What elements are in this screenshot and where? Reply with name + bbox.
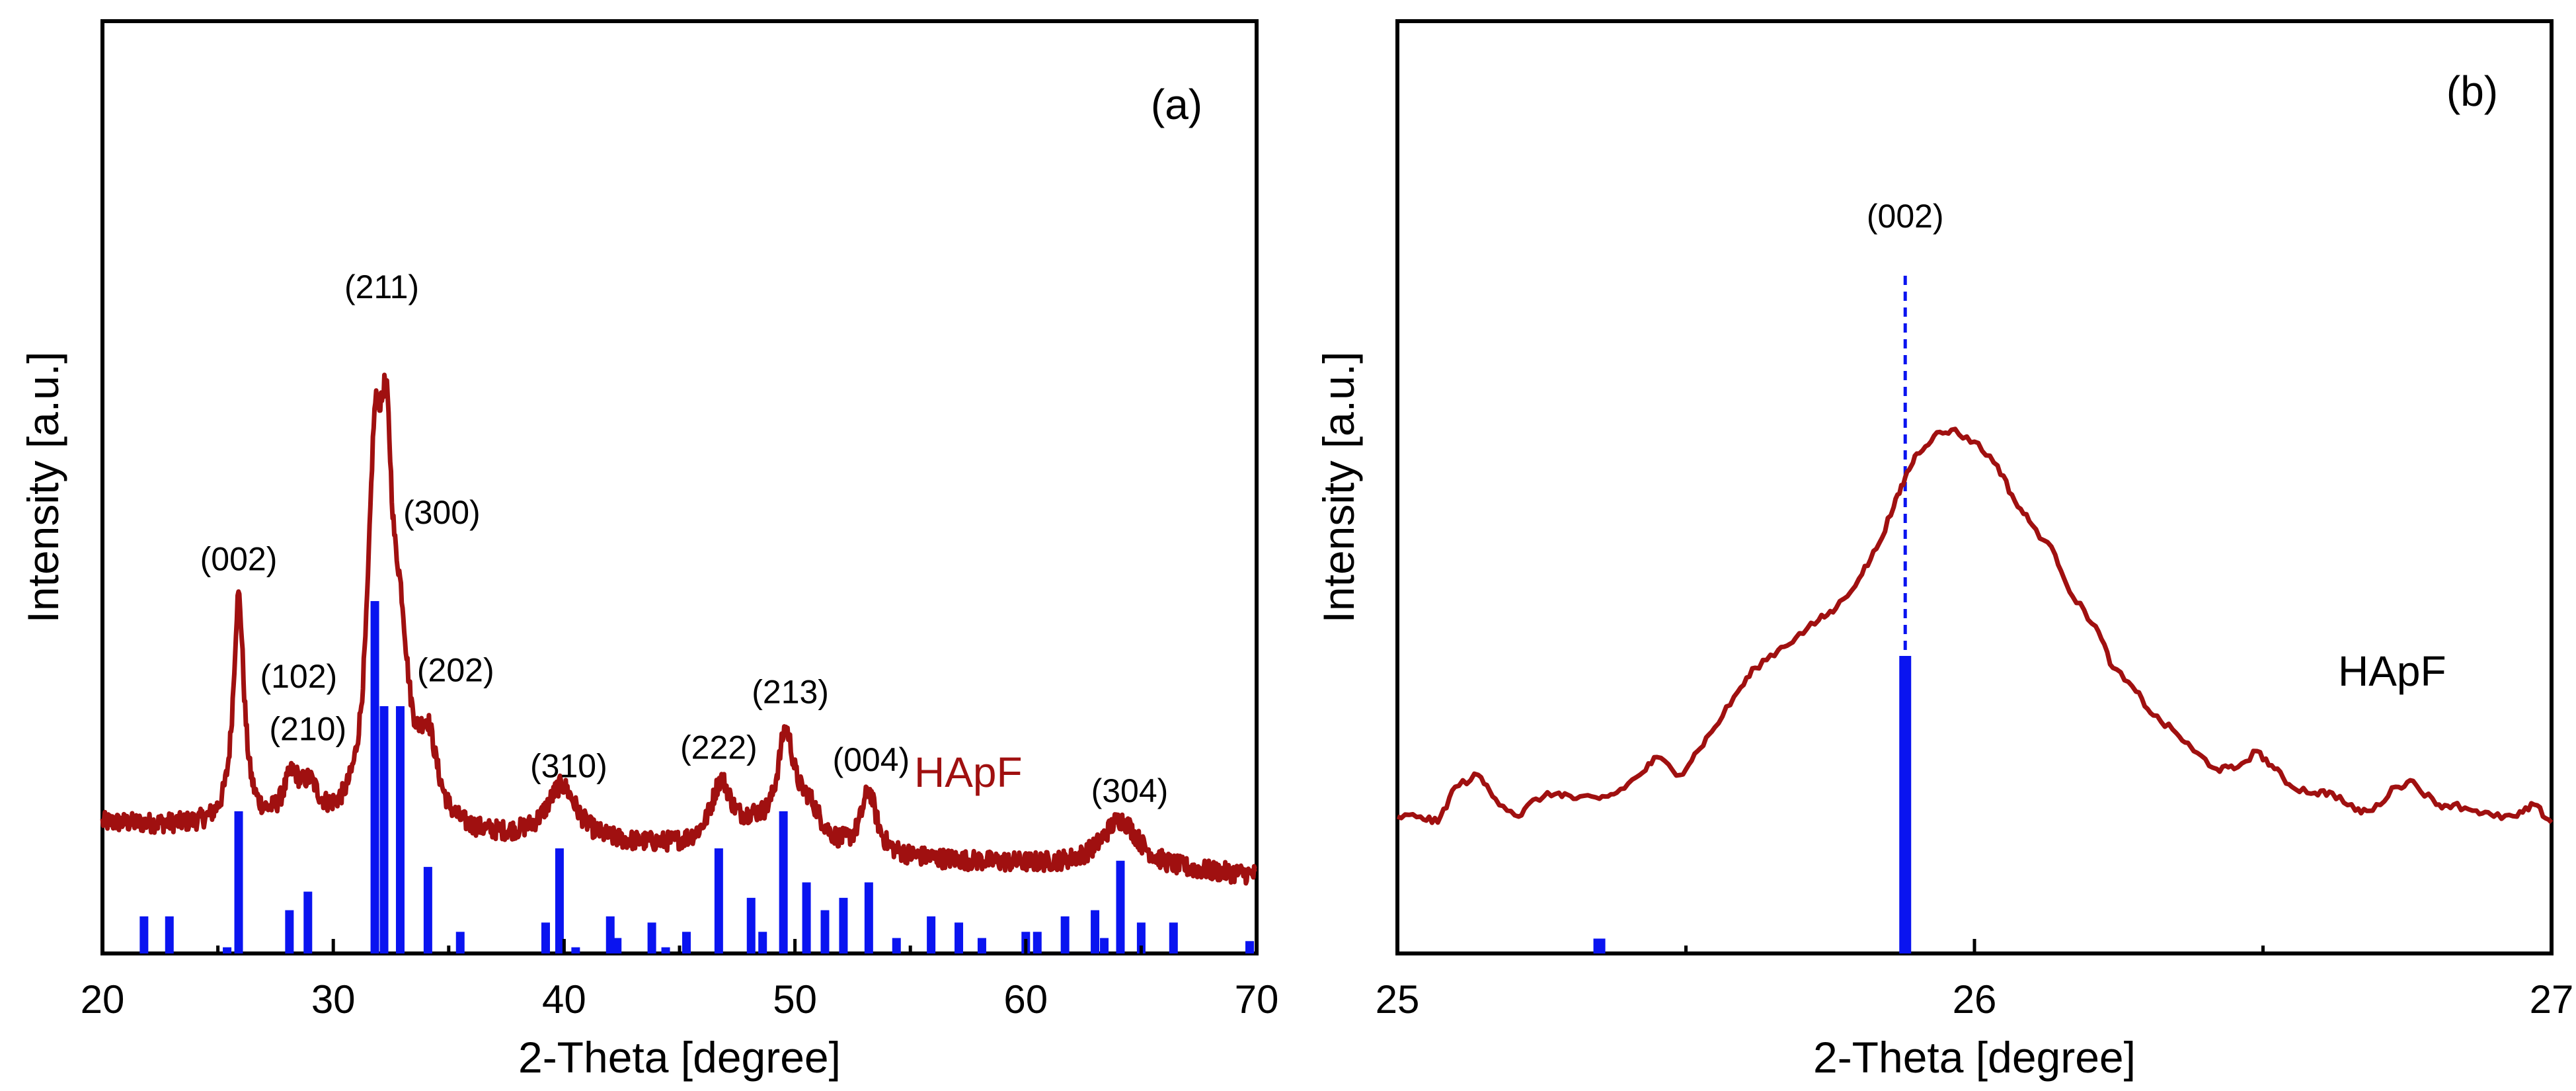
panel-a-x-axis-title: 2-Theta [degree] [518,1033,841,1082]
reference-bar [613,938,622,953]
reference-bar [1245,941,1255,953]
x-tick-label-70: 70 [1235,977,1279,1022]
reference-bar [234,811,243,953]
reference-bar [647,922,656,953]
panel-b-sample-label: HApF [2338,647,2446,695]
panel-b-chart: 25 26 27 (002) (b) HApF 2-Theta [degree] I… [1314,19,2574,1082]
panel-b-x-ticks: 25 26 27 [1376,939,2574,1022]
panel-b-x-axis-title: 2-Theta [degree] [1813,1033,2136,1082]
panel-a-label: (a) [1151,81,1202,128]
panel-a-chart: 20 30 40 50 60 70 (002) (102) (210) (211) (300) (2… [19,19,1279,1082]
reference-bar [779,811,788,953]
reference-bar [1593,938,1606,953]
reference-bar [395,706,405,953]
reference-bar [977,938,986,953]
reference-bar [927,916,936,953]
reference-bar [571,947,580,953]
reference-bar [541,922,550,953]
panel-b-peak-labels: (002) [1867,198,1944,235]
reference-bar [1136,922,1146,953]
x-tick-label-60: 60 [1003,977,1048,1022]
peak-label: (300) [403,494,481,531]
panel-a-hapf-curve [100,372,1259,886]
x-tick-label-25: 25 [1376,977,1420,1022]
reference-bar [1033,932,1042,953]
reference-bar [1169,922,1178,953]
reference-bar [839,897,848,953]
reference-bar [423,867,432,953]
panel-b-reference-bars [1593,656,1912,953]
peak-label: (304) [1091,772,1169,809]
reference-bar [1899,656,1912,953]
panel-a-reference-bars [139,601,1255,953]
reference-bar [864,882,873,953]
reference-bar [746,897,756,953]
panel-a-x-ticks: 20 30 40 50 60 70 [81,939,1279,1022]
peak-label: (310) [530,748,607,785]
panel-a-frame [100,19,1259,955]
reference-bar [285,910,294,953]
reference-bar [1100,938,1109,953]
panel-a-y-axis-title: Intensity [a.u.] [19,352,67,624]
reference-bar [165,916,174,953]
x-tick-label-50: 50 [773,977,817,1022]
reference-bar [661,947,670,953]
x-tick-label-20: 20 [81,977,125,1022]
reference-bar [758,932,767,953]
reference-bar [555,848,564,953]
peak-label: (222) [680,729,758,766]
panel-a-sample-label: HApF [914,748,1023,796]
peak-label: (002) [200,540,278,577]
x-tick-label-27: 27 [2530,977,2574,1022]
panel-b-y-axis-title: Intensity [a.u.] [1314,352,1363,624]
reference-bar [1091,910,1100,953]
reference-bar [303,891,313,953]
x-tick-label-30: 30 [311,977,356,1022]
reference-bar [802,882,811,953]
reference-bar [892,938,901,953]
peak-label: (202) [417,652,494,689]
reference-bar [455,932,465,953]
peak-label: (213) [752,673,829,710]
x-tick-label-26: 26 [1953,977,1997,1022]
reference-bar [1116,860,1125,953]
reference-bar [370,601,379,953]
panel-a-peak-labels: (002) (102) (210) (211) (300) (202) (310) (222)… [200,268,1169,809]
panel-b-hapf-curve [1396,426,2554,825]
peak-label: (210) [269,710,346,747]
reference-bar [1060,916,1070,953]
panel-b-frame [1395,19,2554,955]
panel-b-label: (b) [2446,67,2498,115]
peak-label: (002) [1867,198,1944,235]
peak-label: (004) [832,741,910,778]
reference-bar [820,910,830,953]
reference-bar [714,848,723,953]
reference-bar [223,947,232,953]
reference-bar [379,706,389,953]
reference-bar [955,922,964,953]
x-tick-label-40: 40 [542,977,586,1022]
reference-bar [682,932,691,953]
peak-label: (102) [260,658,337,695]
reference-bar [139,916,149,953]
reference-bar [605,916,615,953]
peak-label: (211) [344,268,419,305]
